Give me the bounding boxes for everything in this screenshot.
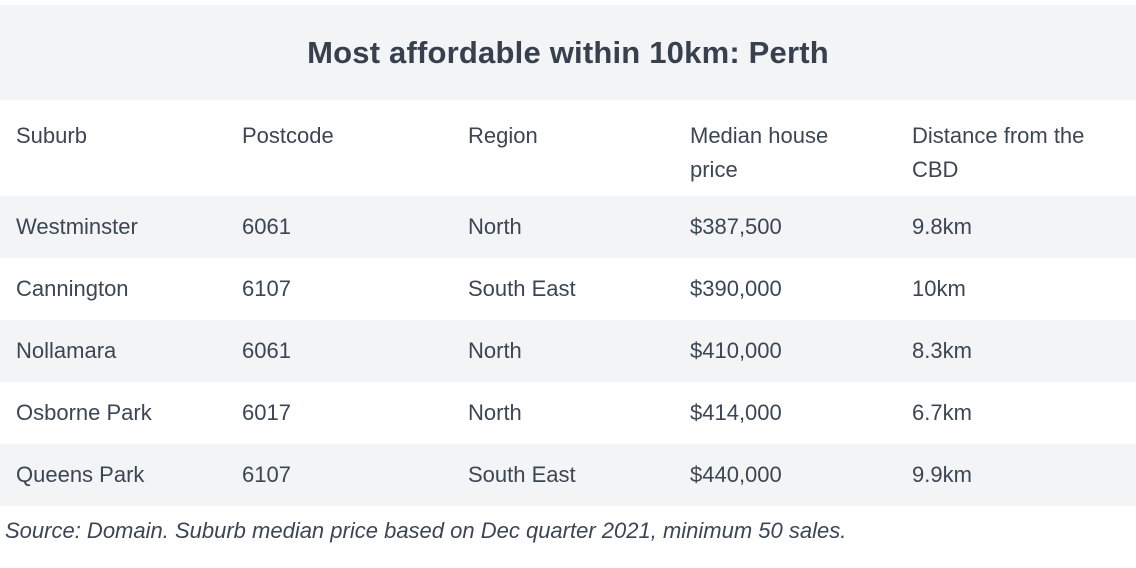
cell-postcode: 6107 [242,462,291,487]
cell-suburb: Westminster [16,214,138,239]
table-row-cannington: Cannington 6107 South East $390,000 10km [0,258,1136,320]
cell-postcode: 6061 [242,338,291,363]
cell-median-price: $440,000 [690,462,782,487]
cell-suburb: Nollamara [16,338,117,363]
cell-region: South East [468,276,576,301]
cell-median-price: $414,000 [690,400,782,425]
table-row-queens-park: Queens Park 6107 South East $440,000 9.9… [0,444,1136,506]
header-label-postcode: Postcode [242,123,334,148]
header-label-region: Region [468,123,538,148]
cell-median-price: $390,000 [690,276,782,301]
cell-region: North [468,214,522,239]
cell-postcode: 6061 [242,214,291,239]
cell-suburb: Cannington [16,276,129,301]
cell-postcode: 6017 [242,400,291,425]
cell-distance: 9.8km [912,214,972,239]
cell-postcode: 6107 [242,276,291,301]
cell-distance: 8.3km [912,338,972,363]
cell-median-price: $387,500 [690,214,782,239]
cell-distance: 6.7km [912,400,972,425]
cell-region: South East [468,462,576,487]
title-band: Most affordable within 10km: Perth [0,5,1136,100]
data-table: Suburb Postcode Region Median house pric… [0,100,1136,506]
table-header-row: Suburb Postcode Region Median house pric… [0,100,1136,196]
cell-region: North [468,400,522,425]
header-label-suburb: Suburb [16,123,87,148]
cell-suburb: Osborne Park [16,400,152,425]
cell-region: North [468,338,522,363]
cell-distance: 10km [912,276,966,301]
header-cell-distance: Distance from the CBD [912,119,1136,187]
cell-median-price: $410,000 [690,338,782,363]
header-cell-suburb: Suburb [16,119,242,153]
figure-title: Most affordable within 10km: Perth [307,34,829,70]
source-note: Source: Domain. Suburb median price base… [5,518,847,543]
header-cell-region: Region [468,119,690,153]
table-row-westminster: Westminster 6061 North $387,500 9.8km [0,196,1136,258]
cell-distance: 9.9km [912,462,972,487]
header-cell-median-price: Median house price [690,119,912,187]
cell-suburb: Queens Park [16,462,145,487]
table-row-nollamara: Nollamara 6061 North $410,000 8.3km [0,320,1136,382]
header-label-median-price: Median house price [690,123,829,182]
header-cell-postcode: Postcode [242,119,468,153]
header-label-distance: Distance from the CBD [912,123,1085,182]
table-row-osborne-park: Osborne Park 6017 North $414,000 6.7km [0,382,1136,444]
